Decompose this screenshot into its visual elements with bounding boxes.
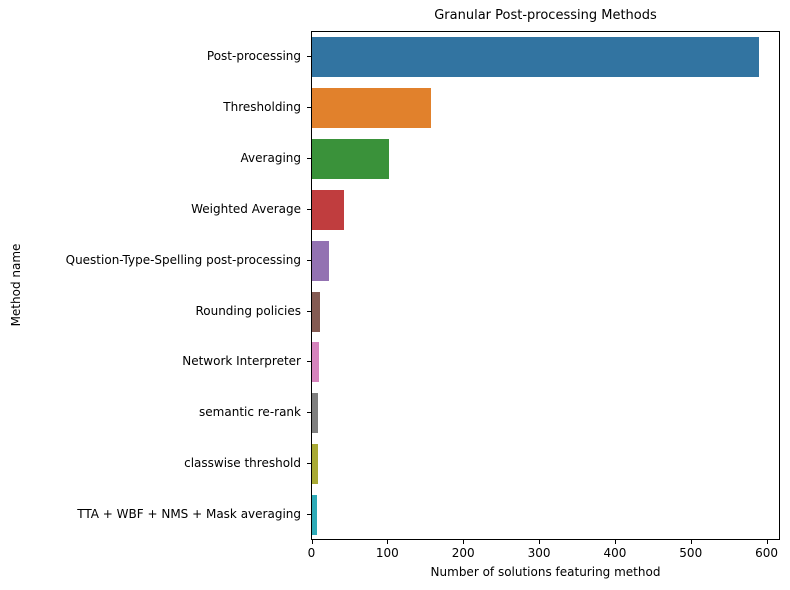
- bar: [312, 495, 318, 536]
- x-tick: [463, 540, 465, 544]
- y-tick: [307, 463, 311, 465]
- plot-area: [311, 31, 780, 540]
- bar: [312, 240, 330, 281]
- y-tick-label: Thresholding: [223, 99, 301, 114]
- x-tick: [311, 540, 313, 544]
- x-tick-label: 500: [679, 546, 703, 560]
- bar: [312, 444, 319, 485]
- x-tick-label: 0: [307, 546, 316, 560]
- y-tick: [307, 514, 311, 516]
- y-tick: [307, 259, 311, 261]
- bar: [312, 393, 319, 434]
- x-tick-label: 300: [527, 546, 551, 560]
- y-tick-label: Network Interpreter: [182, 354, 301, 369]
- y-tick-label: Averaging: [240, 150, 301, 165]
- y-tick-label: classwise threshold: [184, 456, 301, 471]
- x-tick: [614, 540, 616, 544]
- y-tick-label: TTA + WBF + NMS + Mask averaging: [77, 507, 301, 522]
- y-tick: [307, 56, 311, 57]
- x-tick-label: 400: [603, 546, 627, 560]
- x-axis-label: Number of solutions featuring method: [430, 565, 661, 579]
- y-tick-label: Rounding policies: [195, 303, 301, 318]
- y-tick: [307, 157, 311, 159]
- y-tick: [307, 412, 311, 414]
- x-tick-label: 100: [375, 546, 399, 560]
- y-tick: [307, 106, 311, 108]
- x-tick: [690, 540, 692, 544]
- x-tick: [387, 540, 389, 544]
- bar: [312, 342, 319, 383]
- y-tick: [307, 361, 311, 363]
- bar: [312, 138, 390, 179]
- y-tick: [307, 208, 311, 210]
- chart-title: Granular Post-processing Methods: [434, 8, 657, 23]
- bar: [312, 87, 432, 128]
- y-tick-label: Post-processing: [206, 49, 301, 63]
- bar: [312, 291, 320, 332]
- x-tick-label: 200: [451, 546, 475, 560]
- bar: [312, 37, 759, 77]
- y-tick: [307, 310, 311, 312]
- x-tick-label: 600: [755, 546, 779, 560]
- y-axis-label: Method name: [9, 243, 23, 327]
- y-tick-label: Question-Type-Spelling post-processing: [65, 252, 301, 267]
- y-tick-label: Weighted Average: [191, 201, 301, 216]
- x-tick: [766, 540, 768, 544]
- bar: [312, 189, 344, 230]
- y-tick-label: semantic re-rank: [199, 405, 301, 420]
- x-tick: [539, 540, 541, 544]
